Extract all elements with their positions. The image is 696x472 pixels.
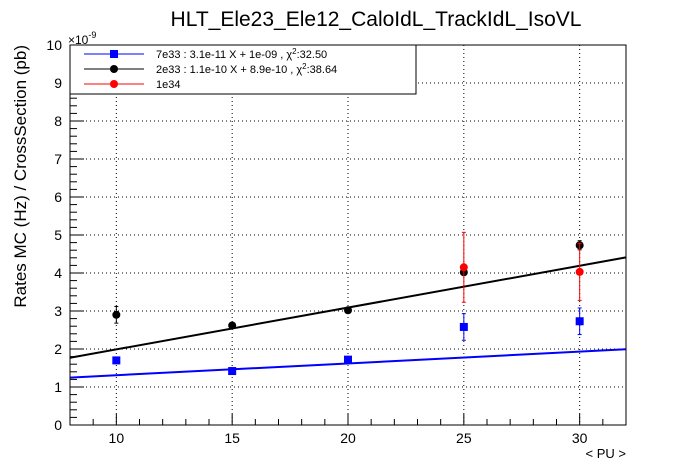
data-point-1e34 [575,267,584,276]
data-point-7e33 [344,355,352,364]
y-tick-label: 3 [54,303,62,319]
data-point-2e33 [112,310,121,319]
data-point-2e33 [228,321,237,330]
y-tick-label: 9 [54,75,62,91]
legend-marker-7e33 [110,50,118,58]
x-tick-label: 10 [109,430,125,446]
x-axis-label: < PU > [586,446,626,461]
x-tick-label: 25 [456,430,472,446]
axis-ticks: 10 15 20 25 30 0 1 2 3 4 5 6 7 8 9 10 [46,37,627,446]
y-tick-label: 7 [54,151,62,167]
data-point-7e33 [575,317,584,326]
y-multiplier: ×10-9 [68,30,96,47]
x-tick-label: 20 [340,430,356,446]
y-tick-label: 2 [54,341,62,357]
y-tick-label: 0 [54,417,62,433]
x-tick-label: 15 [224,430,240,446]
grid-lines [70,45,626,425]
data-points [112,231,584,376]
y-tick-label: 8 [54,113,62,129]
chart-title: HLT_Ele23_Ele12_CaloIdL_TrackIdL_IsoVL [171,8,582,31]
x-tick-label: 30 [572,430,588,446]
legend-label-2e33: 2e33 : 1.1e-10 X + 8.9e-10 , χ2:38.64 [156,62,337,76]
legend-label-7e33: 7e33 : 3.1e-11 X + 1e-09 , χ2:32.50 [156,47,327,61]
data-point-7e33 [459,322,468,331]
legend-marker-1e34 [110,80,118,88]
y-axis-label: Rates MC (Hz) / CrossSection (pb) [11,45,30,308]
legend-marker-2e33 [110,65,118,73]
y-tick-label: 6 [54,189,62,205]
y-tick-label: 1 [54,379,62,395]
data-point-7e33 [228,367,237,376]
data-point-2e33 [344,306,352,315]
data-point-1e34 [459,263,468,272]
y-tick-label: 4 [54,265,62,281]
data-point-7e33 [112,356,121,365]
legend-label-1e34: 1e34 [156,79,180,91]
legend: 7e33 : 3.1e-11 X + 1e-09 , χ2:32.502e33 … [69,44,417,95]
y-tick-label: 10 [46,37,62,53]
y-tick-label: 5 [54,227,62,243]
